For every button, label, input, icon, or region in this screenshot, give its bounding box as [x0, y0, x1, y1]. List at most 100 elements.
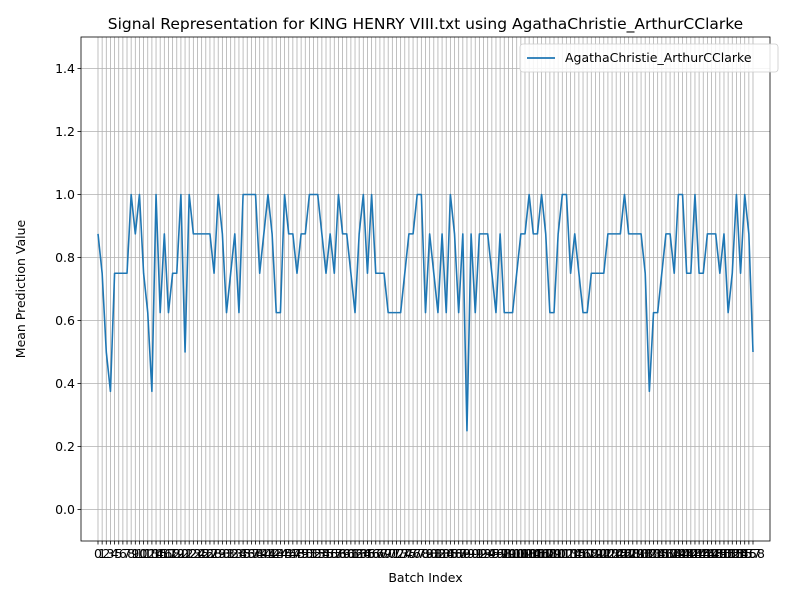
x-tick-label: 8 — [127, 546, 135, 561]
x-tick-label: 18 — [165, 546, 181, 561]
x-tick-label: 76 — [405, 546, 421, 561]
x-tick-label: 4 — [111, 546, 119, 561]
x-tick-label: 154 — [724, 546, 748, 561]
x-tick-label: 151 — [712, 546, 736, 561]
x-tick-label: 79 — [418, 546, 434, 561]
x-tick-label: 2 — [102, 546, 110, 561]
x-tick-label: 80 — [422, 546, 438, 561]
x-tick-label: 74 — [397, 546, 413, 561]
x-tick-label: 10 — [132, 546, 148, 561]
x-tick-label: 138 — [658, 546, 682, 561]
x-tick-label: 90 — [463, 546, 479, 561]
x-tick-label: 126 — [608, 546, 632, 561]
x-tick-label: 128 — [617, 546, 641, 561]
x-tick-label: 24 — [190, 546, 206, 561]
x-tick-label: 55 — [318, 546, 334, 561]
x-tick-label: 117 — [571, 546, 595, 561]
x-tick-label: 51 — [301, 546, 317, 561]
x-tick-label: 121 — [588, 546, 612, 561]
x-tick-label: 14 — [148, 546, 164, 561]
x-tick-label: 88 — [455, 546, 471, 561]
x-tick-label: 49 — [293, 546, 309, 561]
x-tick-label: 116 — [567, 546, 591, 561]
x-tick-label: 12 — [140, 546, 156, 561]
x-tick-label: 127 — [613, 546, 637, 561]
y-axis-ticks: 0.0 0.2 0.4 0.6 0.8 1.0 1.2 1.4 — [55, 61, 81, 517]
y-tick-label: 0.4 — [55, 376, 75, 391]
x-tick-label: 130 — [625, 546, 649, 561]
x-tick-label: 17 — [161, 546, 177, 561]
x-tick-label: 140 — [666, 546, 690, 561]
x-tick-label: 95 — [484, 546, 500, 561]
x-tick-label: 136 — [650, 546, 674, 561]
x-tick-label: 149 — [704, 546, 728, 561]
x-tick-label: 147 — [695, 546, 719, 561]
x-tick-label: 119 — [579, 546, 603, 561]
x-tick-label: 60 — [339, 546, 355, 561]
x-tick-label: 34 — [231, 546, 247, 561]
x-tick-label: 158 — [741, 546, 765, 561]
x-tick-label: 13 — [144, 546, 160, 561]
x-tick-label: 146 — [691, 546, 715, 561]
x-tick-label: 38 — [248, 546, 264, 561]
x-tick-label: 52 — [306, 546, 322, 561]
x-tick-label: 0 — [94, 546, 102, 561]
x-tick-label: 84 — [438, 546, 454, 561]
x-tick-label: 106 — [526, 546, 550, 561]
x-tick-label: 143 — [679, 546, 703, 561]
x-tick-label: 156 — [733, 546, 757, 561]
x-tick-label: 73 — [393, 546, 409, 561]
x-tick-label: 46 — [281, 546, 297, 561]
x-tick-label: 98 — [496, 546, 512, 561]
x-tick-label: 72 — [389, 546, 405, 561]
x-tick-label: 63 — [351, 546, 367, 561]
y-axis-label: Mean Prediction Value — [13, 219, 28, 358]
x-tick-label: 29 — [210, 546, 226, 561]
x-tick-label: 153 — [720, 546, 744, 561]
y-tick-label: 0.8 — [55, 250, 75, 265]
x-tick-label: 97 — [492, 546, 508, 561]
x-tick-label: 122 — [592, 546, 616, 561]
x-tick-label: 16 — [156, 546, 172, 561]
x-tick-label: 141 — [671, 546, 695, 561]
y-tick-label: 1.4 — [55, 61, 75, 76]
x-tick-label: 144 — [683, 546, 707, 561]
x-tick-label: 67 — [368, 546, 384, 561]
x-tick-label: 50 — [297, 546, 313, 561]
x-tick-label: 132 — [633, 546, 657, 561]
x-tick-label: 70 — [380, 546, 396, 561]
x-tick-label: 105 — [521, 546, 545, 561]
x-tick-label: 103 — [513, 546, 537, 561]
x-tick-label: 27 — [202, 546, 218, 561]
x-tick-label: 41 — [260, 546, 276, 561]
series-line — [97, 193, 754, 432]
x-tick-label: 125 — [604, 546, 628, 561]
x-tick-label: 112 — [550, 546, 574, 561]
series-layer — [97, 193, 754, 432]
x-tick-label: 26 — [198, 546, 214, 561]
x-tick-label: 115 — [563, 546, 587, 561]
y-tick-label: 1.0 — [55, 187, 75, 202]
x-tick-label: 20 — [173, 546, 189, 561]
x-tick-label: 68 — [372, 546, 388, 561]
x-tick-label: 152 — [716, 546, 740, 561]
x-tick-label: 96 — [488, 546, 504, 561]
x-tick-label: 3 — [106, 546, 114, 561]
x-tick-label: 21 — [177, 546, 193, 561]
x-tick-label: 104 — [517, 546, 541, 561]
y-tick-label: 0.0 — [55, 502, 75, 517]
x-tick-label: 107 — [530, 546, 554, 561]
x-tick-label: 65 — [360, 546, 376, 561]
x-tick-label: 47 — [285, 546, 301, 561]
x-tick-label: 7 — [123, 546, 131, 561]
x-tick-label: 40 — [256, 546, 272, 561]
x-tick-label: 109 — [538, 546, 562, 561]
x-tick-label: 15 — [152, 546, 168, 561]
x-tick-label: 148 — [700, 546, 724, 561]
x-tick-label: 142 — [675, 546, 699, 561]
x-tick-label: 100 — [501, 546, 525, 561]
x-tick-label: 135 — [646, 546, 670, 561]
x-tick-label: 48 — [289, 546, 305, 561]
